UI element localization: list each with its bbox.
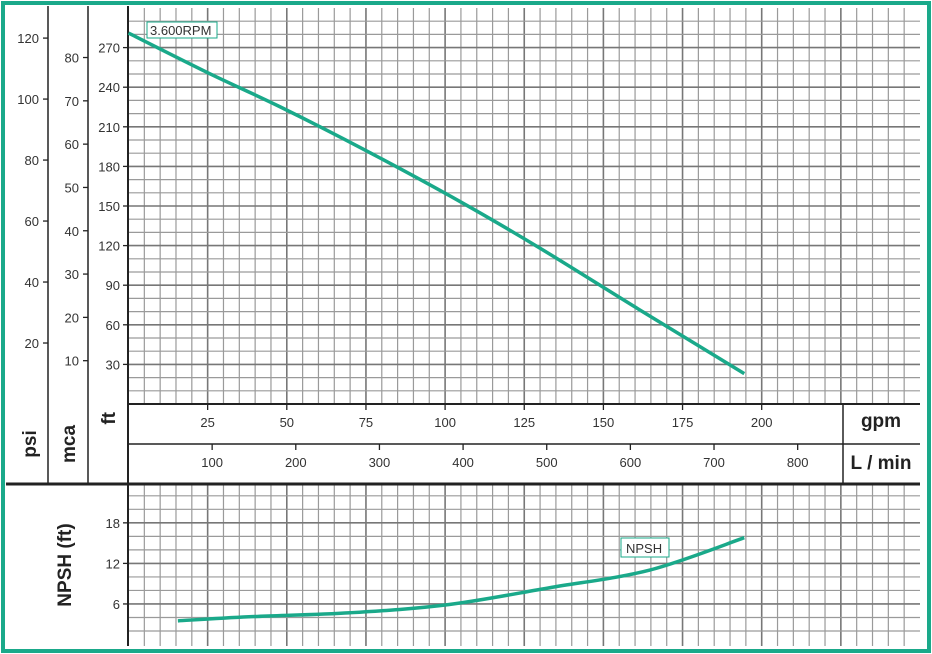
- mca-tick-label: 60: [65, 137, 79, 152]
- ft-tick-label: 210: [98, 120, 120, 135]
- lmin-tick-label: 300: [369, 455, 391, 470]
- npsh-axis-label: NPSH (ft): [55, 523, 76, 606]
- psi-tick-label: 120: [17, 31, 39, 46]
- series: [127, 31, 746, 623]
- lmin-tick-label: 500: [536, 455, 558, 470]
- npsh-label: NPSH: [620, 537, 670, 558]
- psi-tick-label: 20: [25, 336, 39, 351]
- ft-tick-label: 240: [98, 80, 120, 95]
- lmin-tick-label: 400: [452, 455, 474, 470]
- npsh-curve: [177, 536, 745, 623]
- gpm-tick-label: 175: [672, 415, 694, 430]
- ft-tick-label: 60: [106, 318, 120, 333]
- ft-tick-label: 150: [98, 199, 120, 214]
- gpm-axis-label: gpm: [861, 411, 901, 432]
- gpm-tick-label: 150: [593, 415, 615, 430]
- mca-axis-label: mca: [59, 425, 80, 463]
- psi-tick-label: 60: [25, 214, 39, 229]
- npsh-tick-label: 18: [106, 516, 120, 531]
- ft-tick-label: 180: [98, 159, 120, 174]
- gpm-tick-label: 100: [434, 415, 456, 430]
- ft-tick-label: 270: [98, 41, 120, 56]
- psi-tick-label: 40: [25, 275, 39, 290]
- rpm-label-text: 3.600RPM: [150, 23, 211, 38]
- ft-tick-label: 30: [106, 357, 120, 372]
- mca-tick-label: 30: [65, 267, 79, 282]
- ft-axis-label: ft: [99, 411, 120, 424]
- mca-tick-label: 80: [65, 51, 79, 66]
- lmin-tick-label: 700: [703, 455, 725, 470]
- ft-tick-label: 90: [106, 278, 120, 293]
- npsh-tick-label: 6: [113, 597, 120, 612]
- npsh-label-text: NPSH: [626, 541, 662, 556]
- mca-tick-label: 40: [65, 224, 79, 239]
- lmin-tick-label: 200: [285, 455, 307, 470]
- rpm-label: 3.600RPM: [146, 21, 218, 39]
- psi-tick-label: 80: [25, 153, 39, 168]
- psi-axis-label: psi: [20, 430, 41, 457]
- lmin-axis-label: L / min: [851, 453, 912, 474]
- gpm-tick-label: 25: [200, 415, 214, 430]
- head-curve: [127, 31, 746, 376]
- gpm-tick-label: 200: [751, 415, 773, 430]
- mca-tick-label: 10: [65, 354, 79, 369]
- mca-tick-label: 20: [65, 310, 79, 325]
- gpm-tick-label: 50: [280, 415, 294, 430]
- axis-ticks: 20 40 60 80 100 120 10 20 30 40 50 60 70 80 30 60 90 120 1…: [17, 31, 808, 612]
- lmin-tick-label: 800: [787, 455, 809, 470]
- gpm-tick-label: 125: [513, 415, 535, 430]
- mca-tick-label: 50: [65, 180, 79, 195]
- psi-tick-label: 100: [17, 92, 39, 107]
- lmin-tick-label: 100: [201, 455, 223, 470]
- gpm-tick-label: 75: [359, 415, 373, 430]
- lmin-tick-label: 600: [620, 455, 642, 470]
- npsh-tick-label: 12: [106, 556, 120, 571]
- mca-tick-label: 70: [65, 94, 79, 109]
- ft-tick-label: 120: [98, 239, 120, 254]
- grid: [128, 8, 920, 646]
